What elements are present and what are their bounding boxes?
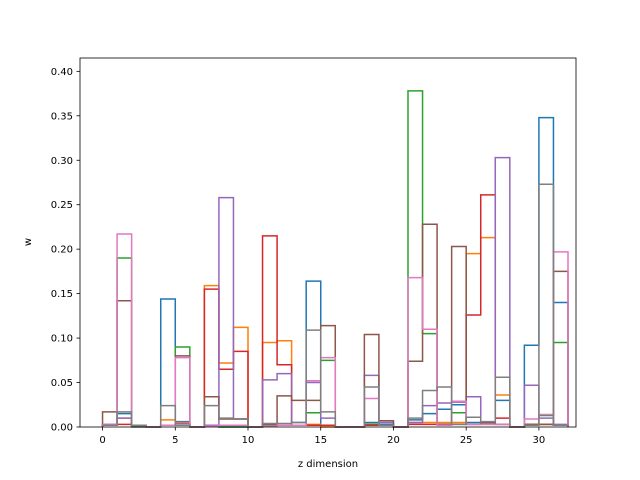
y-tick-label: 0.10 [51, 334, 73, 345]
plot-frame [79, 57, 577, 428]
axes-layer: 0 5 10 15 20 25 30 0.00 0.05 0.10 0.15 0.20 0.25 0.30… [51, 57, 577, 446]
x-tick-label: 20 [387, 435, 400, 446]
x-tick-label: 0 [99, 435, 105, 446]
y-tick-label: 0.40 [51, 67, 73, 78]
x-axis-label: z dimension [298, 459, 358, 470]
y-tick-label: 0.15 [51, 289, 73, 300]
y-tick-label: 0.05 [51, 378, 73, 389]
y-tick-label: 0.30 [51, 156, 73, 167]
y-tick-label: 0.35 [51, 111, 73, 122]
y-axis-label: w [23, 238, 34, 246]
y-tick-label: 0.00 [51, 423, 73, 434]
y-tick-label: 0.20 [51, 245, 73, 256]
x-tick-label: 15 [314, 435, 327, 446]
x-tick-label: 5 [172, 435, 178, 446]
x-tick-label: 30 [533, 435, 546, 446]
x-tick-label: 10 [242, 435, 255, 446]
histogram-series-8 [101, 183, 569, 428]
x-tick-label: 25 [460, 435, 473, 446]
y-tick-label: 0.25 [51, 200, 73, 211]
